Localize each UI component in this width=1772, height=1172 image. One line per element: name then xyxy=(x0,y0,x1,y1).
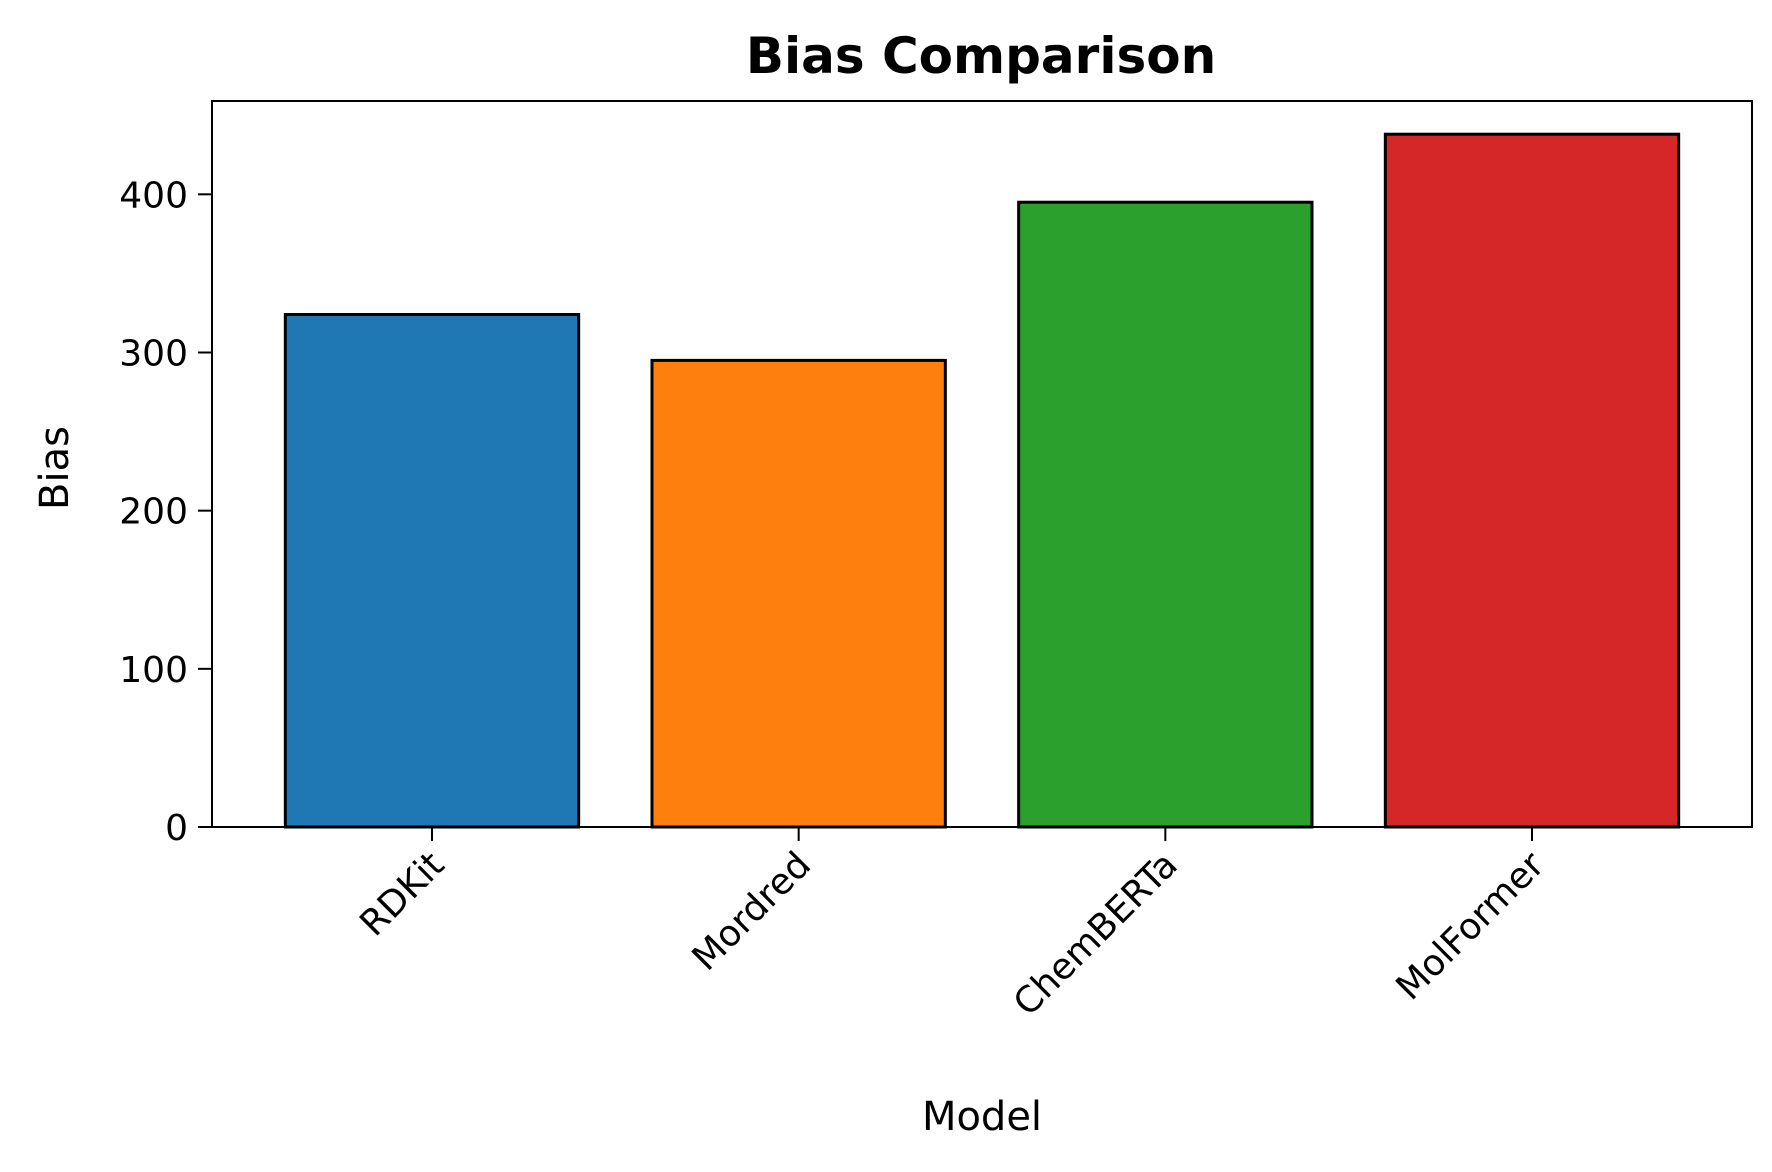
bar-mordred xyxy=(650,358,947,829)
bar-chemberta xyxy=(1017,200,1314,829)
plot-area xyxy=(283,132,1681,829)
y-axis: 0 100 200 300 400 xyxy=(119,175,212,849)
x-axis-label: Model xyxy=(922,1094,1042,1140)
x-tick-label: MolFormer xyxy=(1389,844,1553,1008)
y-tick-label: 400 xyxy=(119,175,188,216)
y-axis-label: Bias xyxy=(32,426,78,510)
chart-title: Bias Comparison xyxy=(746,27,1216,85)
bar-rdkit xyxy=(283,313,581,829)
x-tick-label: Mordred xyxy=(685,844,819,978)
x-tick-label: ChemBERTa xyxy=(1006,844,1186,1024)
x-axis: RDKit Mordred ChemBERTa MolFormer xyxy=(352,827,1552,1024)
y-tick-label: 200 xyxy=(119,492,188,533)
y-tick-label: 0 xyxy=(165,808,188,849)
y-tick-label: 100 xyxy=(119,650,188,691)
x-tick-label: RDKit xyxy=(352,844,452,944)
axes-frame xyxy=(211,100,1753,828)
y-tick-label: 300 xyxy=(119,333,188,374)
bar-molformer xyxy=(1383,132,1681,829)
